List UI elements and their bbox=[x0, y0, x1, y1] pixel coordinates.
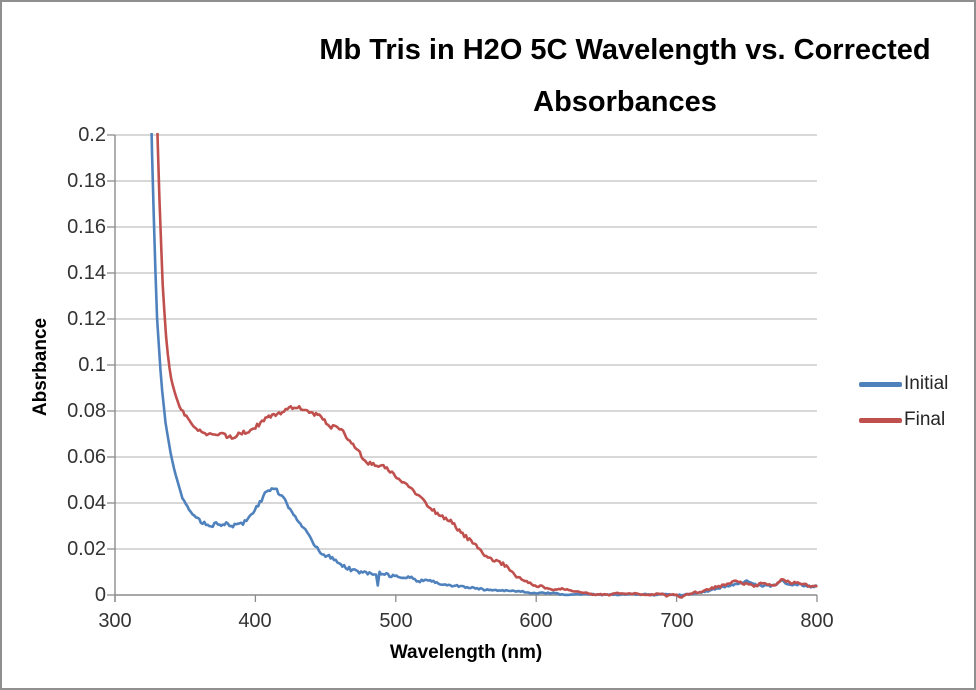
y-tick-label: 0.18 bbox=[67, 170, 106, 192]
x-tick-label: 600 bbox=[519, 610, 553, 632]
y-tick-label: 0.14 bbox=[67, 262, 106, 284]
y-tick-label: 0.1 bbox=[78, 354, 106, 376]
x-tick-label: 500 bbox=[379, 610, 413, 632]
x-tick-label: 700 bbox=[660, 610, 694, 632]
legend-item-final: Final bbox=[859, 407, 945, 433]
x-tick-label: 300 bbox=[98, 610, 132, 632]
y-tick-label: 0.2 bbox=[78, 124, 106, 146]
x-tick-label: 400 bbox=[238, 610, 272, 632]
y-tick-label: 0.12 bbox=[67, 308, 106, 330]
chart-title: Mb Tris in H2O 5C Wavelength vs. Correct… bbox=[319, 34, 931, 118]
x-tick-label: 800 bbox=[800, 610, 834, 632]
y-tick-label: 0 bbox=[94, 584, 106, 606]
y-tick-label: 0.02 bbox=[67, 538, 106, 560]
y-tick-label: 0.04 bbox=[67, 492, 106, 514]
final-series-line-icon bbox=[859, 417, 902, 423]
legend-item-initial: Initial bbox=[859, 371, 948, 397]
y-tick-label: 0.16 bbox=[67, 216, 106, 238]
y-axis-title: Absrbance bbox=[30, 317, 51, 417]
x-axis-title: Wavelength (nm) bbox=[389, 642, 543, 663]
y-tick-label: 0.08 bbox=[67, 400, 106, 422]
legend-label: Initial bbox=[904, 373, 949, 394]
legend-label: Final bbox=[904, 409, 946, 430]
y-tick-label: 0.06 bbox=[67, 446, 106, 468]
initial-series-line-icon bbox=[859, 381, 902, 387]
